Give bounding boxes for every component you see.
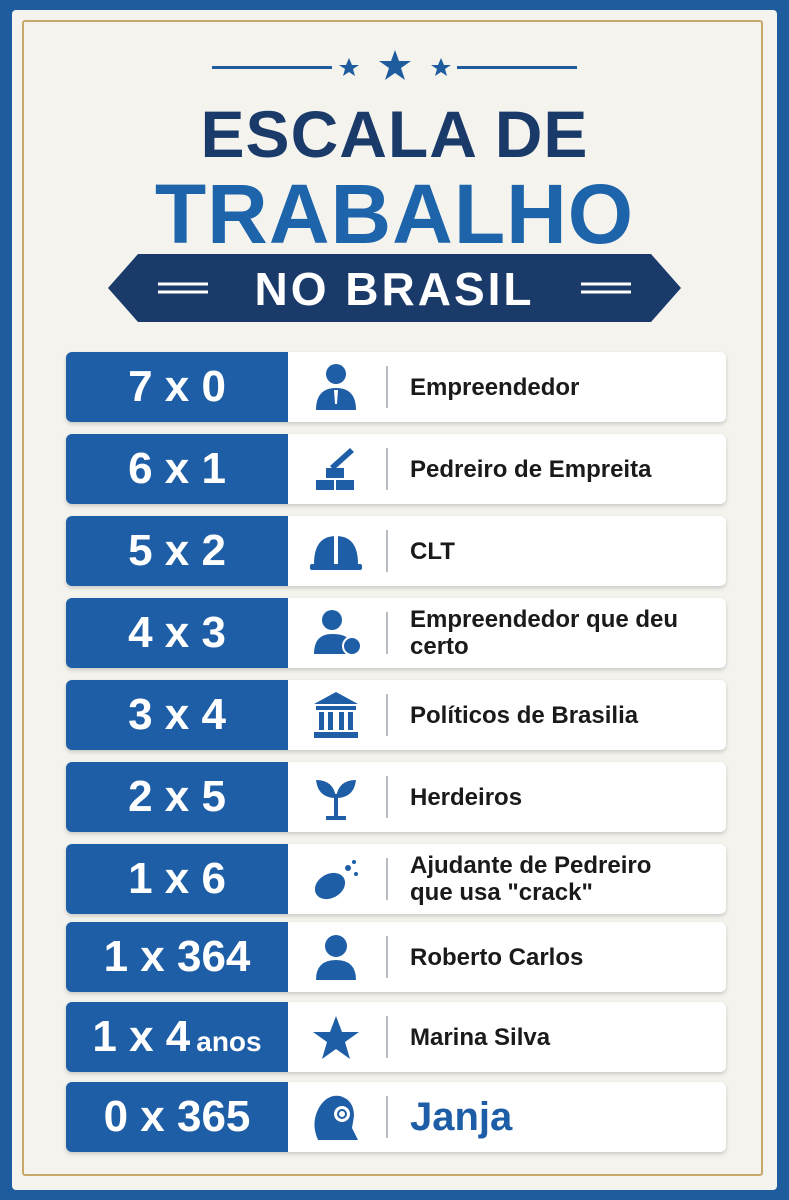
row: 7 x 0 Empreendedor [66,352,726,422]
row: 1 x 364 Roberto Carlos [66,922,726,992]
scale-box: 1 x 6 [66,844,288,914]
scale: 1 x 6 [128,854,226,903]
scale: 5 x 2 [128,526,226,575]
label-line: Roberto Carlos [410,943,584,971]
label: Roberto Carlos [410,922,583,992]
row: 1 x 6 Ajudante de Pedreiro que usa "crack" [66,844,726,914]
label: Herdeiros [410,762,522,832]
gold-frame [22,20,763,1176]
icon [314,860,358,900]
scale-box: 4 x 3 [66,598,288,668]
ribbon-text: NO BRASIL [254,263,535,315]
divider [386,612,388,654]
divider [386,858,388,900]
label-line: Empreendedor [410,373,580,401]
scale-box: 1 x 4 anos [66,1002,288,1072]
scale: 3 x 4 [128,690,226,739]
label: Ajudante de Pedreiro que usa "crack" [410,844,651,914]
row: 4 x 3 Empreendedor que deu certo [66,598,726,668]
scale-box: 1 x 364 [66,922,288,992]
scale-box: 0 x 365 [66,1082,288,1152]
scale: 1 x 4 [92,1012,191,1061]
title-line: ESCALA DE [200,97,589,171]
label-line: Pedreiro de Empreita [410,455,652,483]
divider [386,936,388,978]
scale: 1 x 364 [103,932,251,981]
label-line: Marina Silva [410,1023,551,1051]
scale: 2 x 5 [128,772,226,821]
label: Empreendedor que deu certo [410,598,726,668]
icon [316,780,356,820]
scale: 0 x 365 [103,1092,251,1141]
label-line: Empreendedor que deu certo [410,606,679,660]
row: 0 x 365 Janja [66,1082,726,1152]
label: Pedreiro de Empreita [410,434,651,504]
divider [386,694,388,736]
scale: 6 x 1 [128,444,226,493]
label: Marina Silva [410,1002,550,1072]
divider [386,1016,388,1058]
scale-box: 5 x 2 [66,516,288,586]
scale-box: 3 x 4 [66,680,288,750]
divider [386,366,388,408]
label-line: CLT [410,537,455,565]
label-line: Janja [410,1094,513,1139]
icon [310,536,362,570]
divider [386,448,388,490]
icon [316,448,354,490]
row: 6 x 1 Pedreiro de Empreita [66,434,726,504]
ribbon [108,254,681,322]
scale-box: 2 x 5 [66,762,288,832]
scale-suffix: anos [196,1026,262,1057]
row: 5 x 2 CLT [66,516,726,586]
decor-line [457,66,577,69]
label-line: Políticos de Brasilia [410,701,639,729]
divider [386,1096,388,1138]
icon [314,1095,358,1140]
label: CLT [410,516,455,586]
label: Políticos de Brasilia [410,680,638,750]
decor-line [212,66,332,69]
divider [386,530,388,572]
divider [386,776,388,818]
title-line: TRABALHO [154,167,635,261]
icon [316,935,356,980]
icon [314,610,362,656]
row: 2 x 5 Herdeiros [66,762,726,832]
label: Janja [410,1082,512,1152]
scale-box: 6 x 1 [66,434,288,504]
row: 3 x 4 Políticos de Brasilia [66,680,726,750]
icon [316,364,356,410]
scale: 4 x 3 [128,608,226,657]
stars [339,50,451,80]
label: Empreendedor [410,352,579,422]
row: 1 x 4 anos Marina Silva [66,1002,726,1072]
scale-box: 7 x 0 [66,352,288,422]
scale: 7 x 0 [128,362,226,411]
label-line: Ajudante de Pedreiro [410,852,652,879]
label-line: que usa "crack" [410,879,593,906]
icon [313,1016,359,1059]
label-line: Herdeiros [410,783,523,811]
icon [314,692,358,738]
